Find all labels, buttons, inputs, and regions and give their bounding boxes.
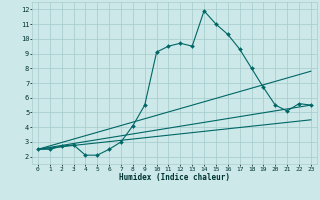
X-axis label: Humidex (Indice chaleur): Humidex (Indice chaleur) — [119, 173, 230, 182]
